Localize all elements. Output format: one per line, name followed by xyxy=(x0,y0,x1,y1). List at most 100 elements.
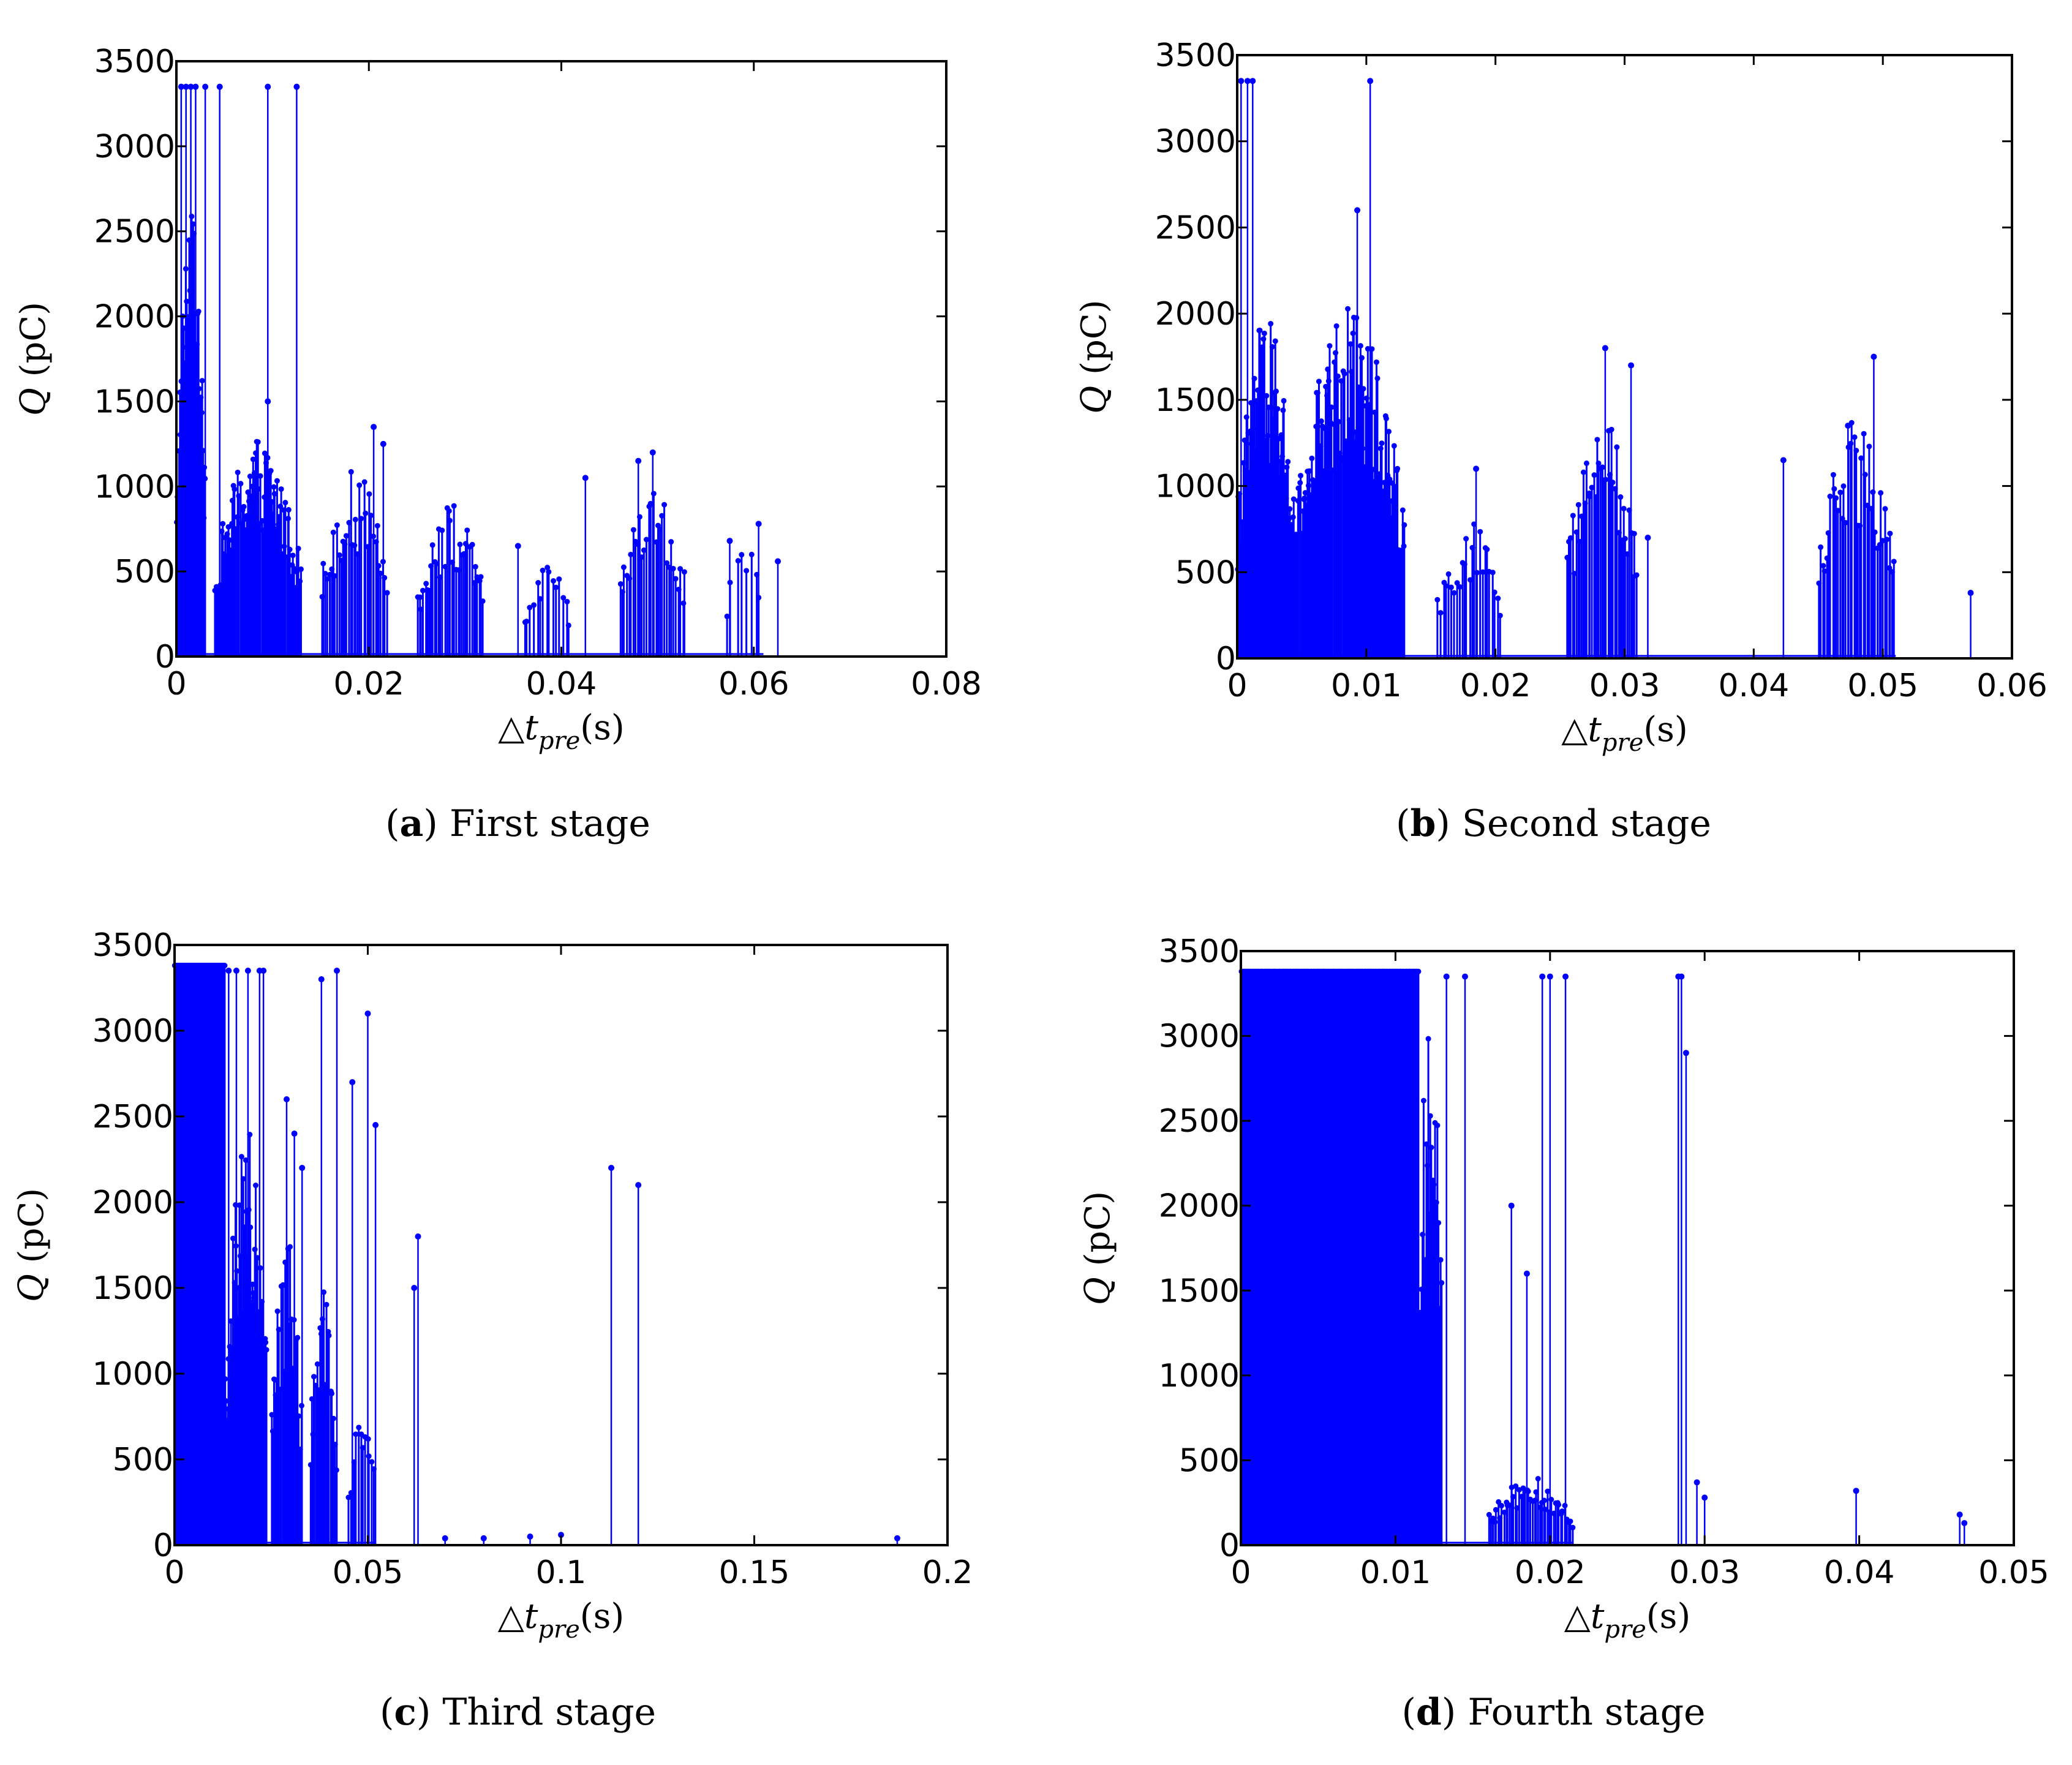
stem-marker-a-2-1 xyxy=(320,560,326,566)
stem-marker-a-3-16 xyxy=(446,508,452,514)
y-tick-label-a-2: 1000 xyxy=(94,469,175,505)
stem-marker-a-5-14 xyxy=(647,500,654,506)
spike-marker-b-11 xyxy=(1870,353,1877,360)
stem-marker-b-1-66 xyxy=(1358,355,1365,361)
spike-marker-c-12 xyxy=(372,1122,379,1128)
stem-marker-a-2-29 xyxy=(374,522,380,529)
stem-marker-a-1-51 xyxy=(268,468,274,474)
stem-marker-b-3-14 xyxy=(1589,484,1595,491)
panel-b: 0 0.01 0.02 0.03 0.04 0.05 0.06 0 500 1000 1500 200… xyxy=(1036,0,2071,883)
stem-marker-b-1-14 xyxy=(1306,468,1313,474)
stem-marker-c-1-1 xyxy=(223,1398,229,1404)
stem-marker-c-1-38 xyxy=(254,1255,260,1261)
y-tick-label-a-6: 3000 xyxy=(94,129,175,165)
spike-marker-a-14 xyxy=(649,449,656,456)
y-ticks-a: 0 500 1000 1500 2000 2500 3000 3500 xyxy=(94,43,946,676)
stem-marker-c-3-3 xyxy=(311,1374,317,1380)
stem-marker-b-1-94 xyxy=(1387,476,1393,483)
stem-marker-a-1-26 xyxy=(241,503,247,510)
spike-marker-a-3 xyxy=(192,83,199,90)
panel-a: 0 0.02 0.04 0.06 0.08 0 500 1000 1500 2000 2500 300… xyxy=(0,0,1036,883)
stem-marker-b-1-102 xyxy=(1395,465,1401,472)
stem-marker-b-1-49 xyxy=(1341,371,1347,377)
stem-marker-b-4-14 xyxy=(1842,519,1848,525)
stem-marker-b-4-3 xyxy=(1821,568,1828,574)
stem-marker-a-5-19 xyxy=(659,513,665,519)
stem-marker-d-2-31 xyxy=(1545,1488,1551,1494)
stem-marker-c-1-9 xyxy=(230,1235,236,1241)
spike-marker-b-1 xyxy=(1244,78,1251,85)
stem-marker-a-2-3 xyxy=(324,576,330,582)
stem-marker-c-2-22 xyxy=(296,1413,302,1419)
stem-marker-a-3-28 xyxy=(469,541,475,548)
x-tick-label-b-2: 0.02 xyxy=(1460,668,1531,704)
stem-marker-a-6-4 xyxy=(744,568,750,574)
stem-marker-b-0-48 xyxy=(1281,397,1287,404)
stem-marker-a-4-12 xyxy=(560,595,567,601)
y-tick-label-b-1: 500 xyxy=(1175,554,1236,591)
caption-a: (a) First stage xyxy=(385,802,650,845)
chart-b: 0 0.01 0.02 0.03 0.04 0.05 0.06 0 500 1000 1500 200… xyxy=(1074,37,2048,757)
panel-c: 0 0.05 0.1 0.15 0.2 0 500 1000 1500 2000 2500 3000 3… xyxy=(0,883,1036,1765)
stem-marker-b-1-40 xyxy=(1333,350,1339,356)
stem-marker-a-4-1 xyxy=(524,619,530,625)
stem-marker-a-2-21 xyxy=(358,516,364,522)
spike-marker-d-9 xyxy=(1682,1050,1689,1056)
stem-marker-b-0-31 xyxy=(1265,433,1271,439)
stem-marker-b-2-4 xyxy=(1445,571,1452,577)
stem-marker-a-5-6 xyxy=(630,527,636,533)
stem-marker-b-1-55 xyxy=(1347,341,1354,347)
stem-marker-b-0-36 xyxy=(1269,344,1275,350)
stem-marker-d-2-37 xyxy=(1556,1502,1562,1508)
stem-marker-b-3-38 xyxy=(1631,530,1637,536)
stem-marker-b-1-99 xyxy=(1391,443,1397,449)
stem-marker-b-2-8 xyxy=(1456,584,1463,590)
stem-marker-b-1-68 xyxy=(1360,386,1366,392)
stems-c xyxy=(171,963,900,1545)
stem-marker-c-1-19 xyxy=(238,1154,244,1160)
stem-marker-b-1-91 xyxy=(1383,415,1389,421)
stem-marker-b-2-1 xyxy=(1437,610,1444,616)
spike-marker-c-5 xyxy=(283,1096,290,1102)
x-tick-label-a-4: 0.08 xyxy=(911,666,982,702)
stems-b xyxy=(1235,78,1974,658)
stem-marker-d-1-10 xyxy=(1425,1036,1431,1042)
y-tick-label-a-0: 0 xyxy=(155,639,175,676)
chart-c: 0 0.05 0.1 0.15 0.2 0 500 1000 1500 2000 2500 3000 3… xyxy=(12,927,973,1644)
stem-marker-b-4-35 xyxy=(1884,536,1890,543)
stem-marker-b-4-13 xyxy=(1840,483,1847,489)
stem-marker-a-2-18 xyxy=(352,516,358,522)
spike-marker-a-9 xyxy=(371,424,377,431)
stem-marker-a-3-26 xyxy=(464,527,470,533)
spike-marker-a-1 xyxy=(183,83,189,90)
stem-marker-a-4-10 xyxy=(553,584,559,590)
y-tick-label-d-3: 1500 xyxy=(1159,1273,1240,1309)
caption-d-letter: d xyxy=(1415,1691,1442,1734)
stem-marker-a-5-23 xyxy=(668,539,674,545)
stem-marker-a-2-8 xyxy=(334,522,340,528)
spike-marker-a-13 xyxy=(635,457,642,464)
stem-marker-a-1-32 xyxy=(247,473,253,480)
stem-marker-a-1-35 xyxy=(250,456,256,462)
x-tick-label-b-0: 0 xyxy=(1227,668,1247,704)
spike-marker-c-18 xyxy=(442,1535,448,1541)
stem-marker-a-2-30 xyxy=(375,563,382,569)
stem-marker-a-1-65 xyxy=(282,500,288,506)
stem-marker-a-6-3 xyxy=(739,552,745,558)
stem-marker-a-3-1 xyxy=(417,594,423,600)
stem-marker-a-5-27 xyxy=(677,566,684,572)
x-tick-label-d-3: 0.03 xyxy=(1669,1554,1740,1591)
stem-marker-a-5-5 xyxy=(628,551,634,557)
stem-marker-b-4-7 xyxy=(1830,472,1836,478)
stem-marker-c-4-0 xyxy=(345,1494,352,1500)
spike-marker-d-12 xyxy=(1853,1488,1859,1494)
spike-marker-b-5 xyxy=(1473,465,1480,472)
stem-marker-b-1-23 xyxy=(1316,378,1322,385)
stem-marker-a-2-2 xyxy=(322,571,328,577)
stem-marker-b-3-9 xyxy=(1580,469,1586,475)
spike-marker-d-4 xyxy=(1546,973,1553,980)
y-tick-label-c-4: 2000 xyxy=(92,1184,173,1221)
stem-marker-a-1-57 xyxy=(274,478,280,484)
x-tick-label-c-4: 0.2 xyxy=(922,1554,973,1591)
stem-marker-b-1-16 xyxy=(1309,455,1315,461)
